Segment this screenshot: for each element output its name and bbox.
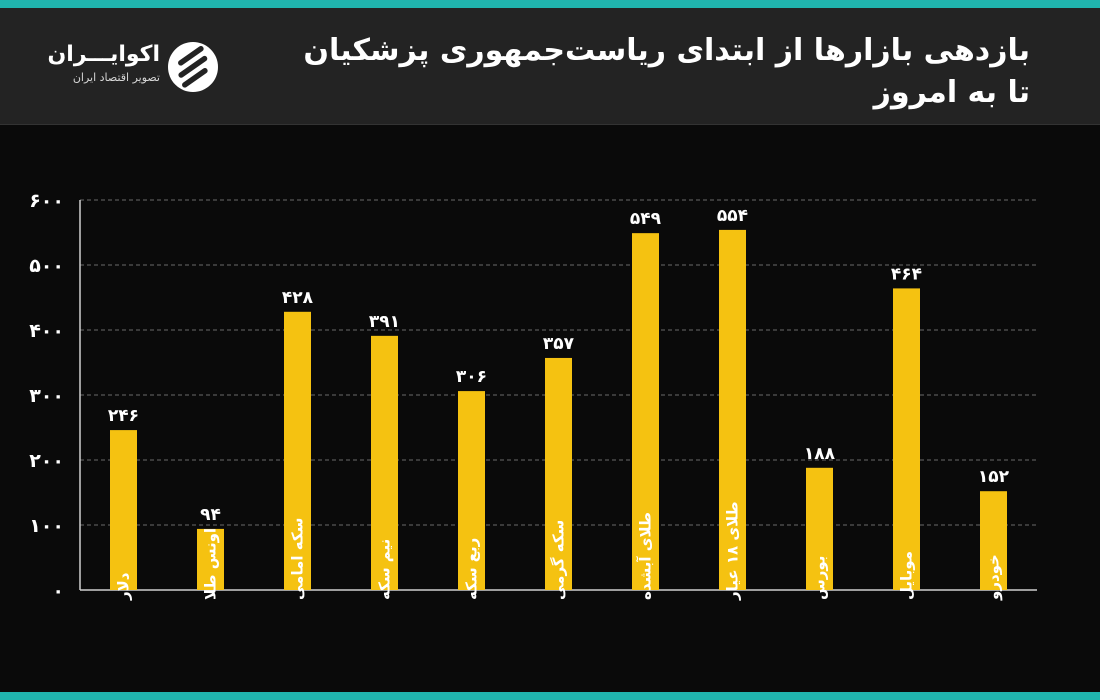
data-label: ۱۸۸	[804, 444, 836, 464]
bar	[806, 467, 833, 590]
logo: اکوایـــران تصویر اقتصاد ایران	[38, 38, 228, 98]
logo-tagline: تصویر اقتصاد ایران	[72, 71, 160, 84]
y-tick-label: ۳۰۰	[29, 385, 64, 407]
y-tick-label: ۶۰۰	[29, 190, 64, 212]
data-label: ۳۰۶	[456, 367, 487, 387]
bar	[197, 528, 224, 590]
data-label: ۴۲۸	[282, 288, 314, 308]
logo-name: اکوایـــران	[47, 42, 161, 67]
data-label: ۵۵۴	[717, 206, 748, 226]
y-tick-label: ۰	[52, 580, 64, 602]
x-tick-label: خودرو	[985, 554, 1003, 601]
data-label: ۲۴۶	[108, 406, 139, 426]
data-label: ۹۴	[200, 505, 221, 525]
bar	[719, 229, 746, 590]
y-tick-label: ۱۰۰	[29, 515, 64, 537]
bar	[632, 233, 659, 590]
x-tick-label: طلای ۱۸ عیار	[724, 501, 742, 601]
y-tick-label: ۵۰۰	[29, 255, 64, 277]
ecoiran-logo-icon	[168, 42, 218, 92]
bottom-accent-strip	[0, 692, 1100, 700]
x-tick-label: بورس	[811, 556, 829, 600]
x-tick-label: سکه گرمی	[550, 520, 568, 600]
x-tick-label: اونس طلا	[202, 528, 220, 600]
bar	[371, 335, 398, 590]
bar	[458, 391, 485, 590]
x-tick-label: دلار	[115, 572, 133, 601]
bar	[110, 430, 137, 590]
bar	[545, 357, 572, 590]
data-label: ۳۵۷	[543, 334, 575, 354]
bar	[893, 288, 920, 590]
x-tick-label: موبایل	[898, 551, 916, 600]
bar-chart: ۰ ۱۰۰ ۲۰۰ ۳۰۰ ۴۰۰ ۵۰۰ ۶۰۰ ۲۴۶ دلار ۹۴ اونس طلا ۴۲۸ س…	[29, 190, 1037, 602]
bar	[284, 311, 311, 590]
x-tick-label: نیم سکه	[376, 539, 394, 600]
top-accent-strip	[0, 0, 1100, 8]
data-label: ۱۵۲	[978, 467, 1010, 487]
header: اکوایـــران تصویر اقتصاد ایران بازدهی با…	[0, 8, 1100, 125]
y-tick-label: ۴۰۰	[29, 320, 64, 342]
bar	[980, 491, 1007, 590]
data-label: ۳۹۱	[369, 312, 400, 332]
y-tick-label: ۲۰۰	[29, 450, 64, 472]
x-tick-label: طلای آبشده	[637, 512, 655, 600]
x-tick-label: سکه امامی	[289, 518, 307, 600]
data-label: ۵۴۹	[630, 209, 662, 229]
data-label: ۴۶۴	[891, 264, 922, 284]
chart-title: بازدهی بازارها از ابتدای ریاست‌جمهوری پز…	[303, 33, 1030, 110]
x-tick-label: ربع سکه	[463, 538, 481, 600]
